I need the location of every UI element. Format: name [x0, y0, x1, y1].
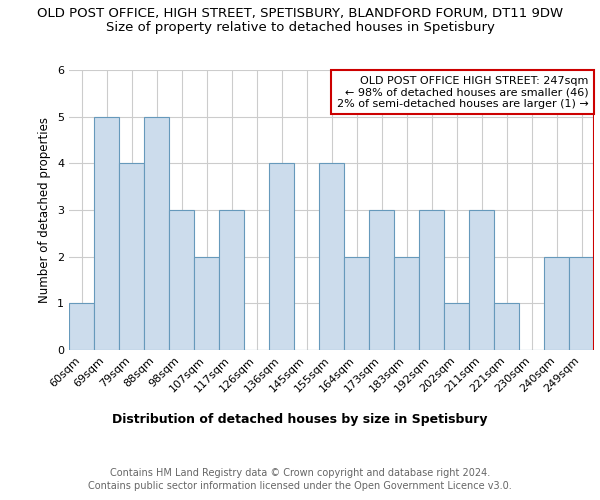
Bar: [369, 210, 394, 350]
Bar: [119, 164, 144, 350]
Bar: [219, 210, 244, 350]
Bar: [169, 210, 194, 350]
Text: Distribution of detached houses by size in Spetisbury: Distribution of detached houses by size …: [112, 412, 488, 426]
Text: OLD POST OFFICE, HIGH STREET, SPETISBURY, BLANDFORD FORUM, DT11 9DW: OLD POST OFFICE, HIGH STREET, SPETISBURY…: [37, 8, 563, 20]
Bar: [494, 304, 519, 350]
Bar: [319, 164, 344, 350]
Bar: [69, 304, 94, 350]
Bar: [419, 210, 444, 350]
Y-axis label: Number of detached properties: Number of detached properties: [38, 117, 52, 303]
Bar: [94, 116, 119, 350]
Text: Contains public sector information licensed under the Open Government Licence v3: Contains public sector information licen…: [88, 481, 512, 491]
Bar: [269, 164, 294, 350]
Text: Contains HM Land Registry data © Crown copyright and database right 2024.: Contains HM Land Registry data © Crown c…: [110, 468, 490, 477]
Bar: [194, 256, 219, 350]
Bar: [444, 304, 469, 350]
Bar: [469, 210, 494, 350]
Text: Size of property relative to detached houses in Spetisbury: Size of property relative to detached ho…: [106, 21, 494, 34]
Bar: [144, 116, 169, 350]
Bar: [544, 256, 569, 350]
Text: OLD POST OFFICE HIGH STREET: 247sqm
← 98% of detached houses are smaller (46)
2%: OLD POST OFFICE HIGH STREET: 247sqm ← 98…: [337, 76, 589, 109]
Bar: [569, 256, 594, 350]
Bar: [394, 256, 419, 350]
Bar: [344, 256, 369, 350]
